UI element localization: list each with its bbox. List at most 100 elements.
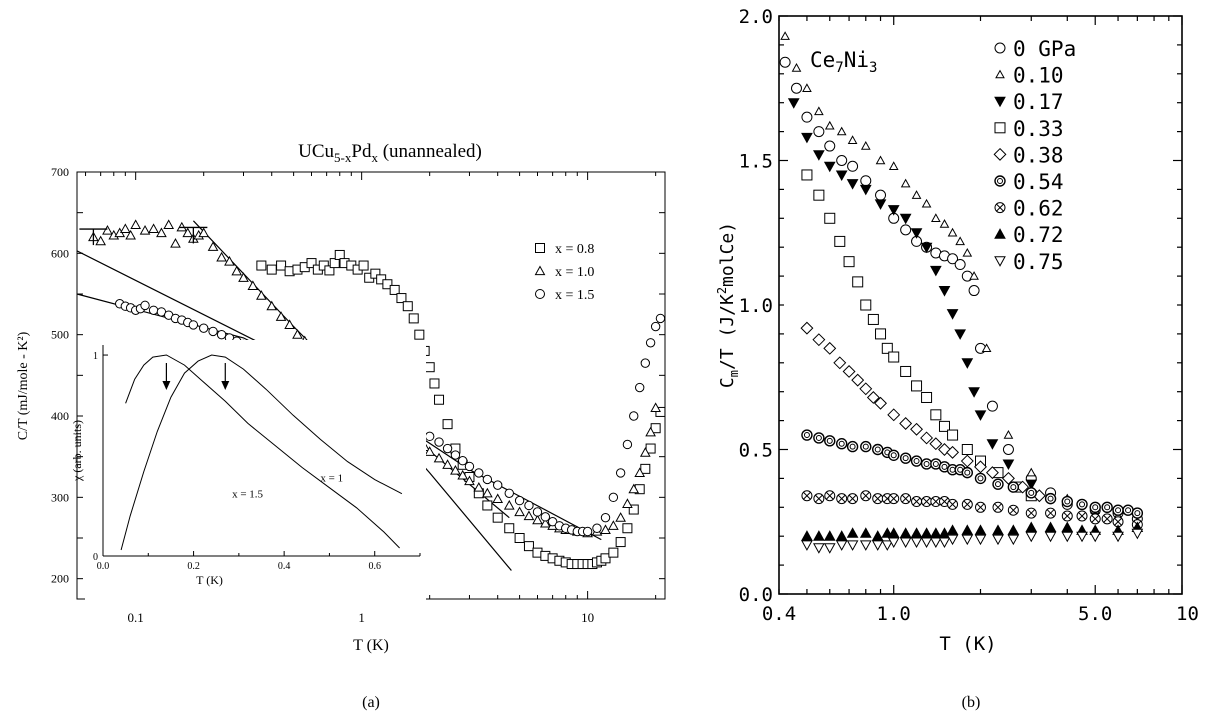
- b-point-inner: [1125, 507, 1132, 514]
- b-point-shape: [921, 198, 932, 208]
- a-point-shape: [608, 492, 619, 503]
- b-point: [968, 387, 980, 398]
- a-point: [655, 313, 666, 324]
- b-point: [1089, 501, 1101, 513]
- b-point-shape: [947, 429, 959, 441]
- b-point: [1002, 444, 1014, 455]
- b-point-x2: [1009, 506, 1018, 515]
- a-point: [504, 523, 515, 534]
- b-point-inner: [902, 455, 909, 462]
- b-point-shape: [899, 452, 912, 464]
- a-point: [266, 300, 278, 311]
- b-ytick-label: 1.0: [739, 295, 773, 317]
- b-point: [969, 271, 979, 280]
- a-inset-xtick-label: 0.4: [278, 561, 291, 572]
- b-point-shape: [874, 199, 887, 210]
- b-point-shape: [875, 189, 887, 201]
- a-point-shape: [276, 260, 287, 271]
- a-point-shape: [628, 504, 639, 515]
- b-point-shape: [846, 527, 859, 538]
- b-point: [929, 265, 942, 277]
- a-legend-label: x = 1.0: [555, 265, 594, 280]
- a-point: [424, 446, 436, 456]
- b-point: [947, 498, 959, 510]
- b-point: [824, 212, 836, 224]
- a-point-shape: [639, 447, 651, 457]
- b-point-shape: [900, 224, 912, 236]
- b-point: [813, 432, 825, 444]
- b-point-inner: [849, 443, 856, 450]
- a-legend-marker: [535, 243, 545, 253]
- b-point: [968, 285, 980, 297]
- b-point: [1026, 467, 1037, 477]
- a-point: [450, 450, 461, 460]
- b-point-inner: [1010, 484, 1017, 491]
- b-point: [992, 534, 1004, 546]
- a-point: [540, 512, 551, 522]
- a-point: [148, 305, 159, 315]
- b-point-shape: [1007, 481, 1020, 493]
- b-point: [846, 540, 859, 551]
- b-point-shape: [860, 299, 872, 311]
- b-point-shape: [833, 356, 847, 370]
- a-point-shape: [622, 523, 633, 534]
- b-point: [938, 537, 951, 549]
- b-point: [871, 530, 884, 541]
- b-point-shape: [887, 537, 900, 549]
- a-point: [524, 500, 534, 511]
- b-point-shape: [887, 205, 900, 216]
- b-point: [1007, 524, 1020, 535]
- b-point: [921, 391, 933, 403]
- b-point-shape: [823, 543, 836, 554]
- b-legend-label: 0 GPa: [1013, 37, 1076, 61]
- a-legend-marker-shape: [535, 289, 545, 299]
- b-point: [954, 329, 967, 340]
- b-point-x2: [931, 497, 940, 506]
- b-point: [961, 534, 974, 546]
- b-legend-marker-shape: [994, 228, 1006, 239]
- b-point-shape: [962, 247, 973, 257]
- a-point-shape: [207, 241, 219, 251]
- a-point-shape: [482, 500, 493, 511]
- a-point: [424, 431, 435, 442]
- a-point-shape: [539, 517, 551, 528]
- a-point-shape: [148, 223, 159, 234]
- b-point: [899, 213, 912, 225]
- a-point-shape: [188, 320, 199, 330]
- b-point: [887, 527, 900, 538]
- a-point: [256, 260, 267, 271]
- a-point: [292, 329, 303, 339]
- b-point-inner: [994, 481, 1001, 488]
- b-point: [920, 431, 934, 445]
- b-point: [813, 189, 825, 201]
- b-legend-marker-x2: [996, 203, 1004, 212]
- b-point-shape: [1131, 528, 1144, 540]
- a-inset-curve-1: [125, 354, 400, 549]
- b-point: [813, 530, 825, 541]
- a-point-shape: [523, 541, 534, 552]
- b-point: [866, 391, 880, 404]
- a-point-shape: [457, 469, 469, 480]
- a-series-1: [256, 249, 666, 570]
- a-point-shape: [592, 523, 602, 533]
- b-point: [992, 524, 1004, 535]
- a-point-shape: [482, 474, 493, 485]
- b-point-x2: [825, 491, 834, 500]
- b-point-shape: [852, 276, 864, 288]
- b-point-x2: [922, 497, 931, 506]
- a-point-shape: [324, 265, 335, 276]
- b-point: [860, 490, 872, 502]
- b-point: [860, 299, 872, 311]
- b-point-shape: [813, 150, 825, 161]
- b-point-shape: [921, 391, 933, 403]
- a-point-shape: [628, 483, 640, 494]
- b-point-shape: [920, 242, 933, 254]
- a-point: [207, 241, 219, 251]
- b-legend-marker-shape: [994, 42, 1006, 54]
- b-point-x2: [963, 500, 972, 509]
- b-xtick-label: 1.0: [877, 603, 911, 625]
- a-point-shape: [547, 517, 558, 527]
- a-point: [216, 329, 227, 340]
- b-point: [1076, 498, 1088, 511]
- a-point-shape: [532, 507, 543, 517]
